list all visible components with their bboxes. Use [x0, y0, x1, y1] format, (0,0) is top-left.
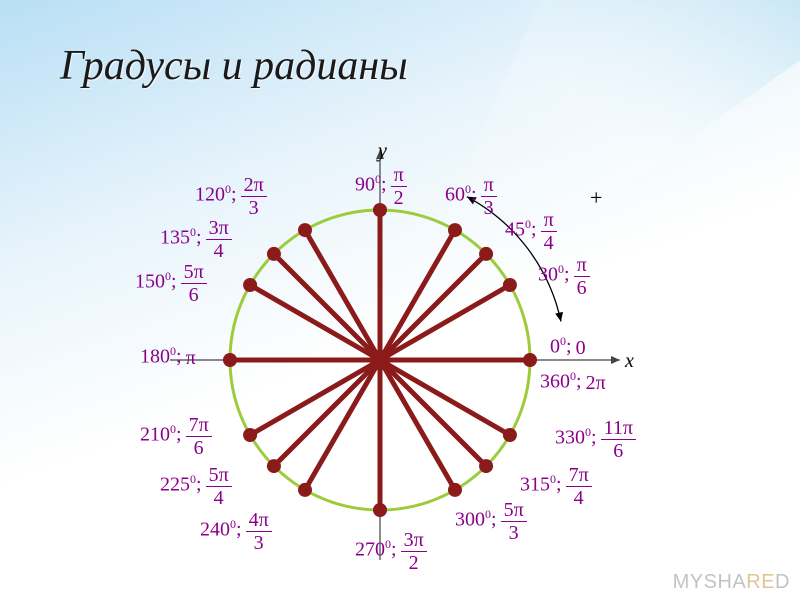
angle-label-300: 3000;5π3	[455, 500, 527, 543]
watermark-pre: MYSHA	[673, 571, 747, 593]
angle-label-225: 2250;5π4	[160, 465, 232, 508]
degree-value: 2250;	[160, 473, 202, 495]
degree-value: 1350;	[160, 226, 202, 248]
radian-fraction: 7π4	[566, 465, 592, 508]
radian-fraction: 2π3	[241, 175, 267, 218]
degree-value: 3150;	[520, 473, 562, 495]
degree-value: 3000;	[455, 508, 497, 530]
degree-value: 300;	[538, 263, 570, 285]
radian-fraction: 5π6	[181, 262, 207, 305]
angle-label-90: 900;π2	[355, 165, 407, 208]
radian-fraction: π6	[574, 255, 590, 298]
direction-plus: +	[590, 185, 602, 211]
radian-value: 0	[576, 338, 586, 358]
watermark-post: D	[775, 571, 790, 593]
degree-value: 2100;	[140, 423, 182, 445]
angle-label-330: 3300;11π6	[555, 418, 636, 461]
angle-label-30: 300;π6	[538, 255, 590, 298]
radian-fraction: 3π4	[206, 218, 232, 261]
degree-value: 00;	[550, 335, 572, 357]
degree-value: 3600;	[540, 370, 582, 392]
angle-label-210: 2100;7π6	[140, 415, 212, 458]
axis-x-label: x	[625, 350, 634, 373]
watermark-accent: RE	[746, 571, 775, 593]
unit-circle-diagram	[0, 0, 800, 600]
radian-value: π	[186, 348, 196, 368]
angle-label-180: 1800;π	[140, 345, 196, 368]
degree-value: 450;	[505, 218, 537, 240]
slide-title: Градусы и радианы	[60, 42, 408, 90]
degree-value: 2400;	[200, 518, 242, 540]
degree-value: 900;	[355, 173, 387, 195]
angle-label-360: 3600;2π	[540, 370, 606, 393]
degree-value: 1800;	[140, 345, 182, 367]
angle-label-60: 600;π3	[445, 175, 497, 218]
radian-fraction: 11π6	[601, 418, 636, 461]
angle-label-45: 450;π4	[505, 210, 557, 253]
angle-label-270: 2700;3π2	[355, 530, 427, 573]
angle-label-135: 1350;3π4	[160, 218, 232, 261]
degree-value: 3300;	[555, 426, 597, 448]
axis-y-label: y	[378, 140, 387, 163]
radian-fraction: 4π3	[246, 510, 272, 553]
angle-label-150: 1500;5π6	[135, 262, 207, 305]
radian-fraction: 7π6	[186, 415, 212, 458]
watermark: MYSHARED	[673, 571, 790, 594]
degree-value: 600;	[445, 183, 477, 205]
radian-fraction: π3	[481, 175, 497, 218]
radian-fraction: π2	[391, 165, 407, 208]
angle-label-0: 00;0	[550, 335, 586, 358]
degree-value: 1200;	[195, 183, 237, 205]
radian-value: 2π	[586, 373, 606, 393]
radian-fraction: 5π4	[206, 465, 232, 508]
angle-label-315: 3150;7π4	[520, 465, 592, 508]
angle-label-120: 1200;2π3	[195, 175, 267, 218]
angle-label-240: 2400;4π3	[200, 510, 272, 553]
radian-fraction: π4	[541, 210, 557, 253]
radian-fraction: 3π2	[401, 530, 427, 573]
degree-value: 1500;	[135, 270, 177, 292]
degree-value: 2700;	[355, 538, 397, 560]
